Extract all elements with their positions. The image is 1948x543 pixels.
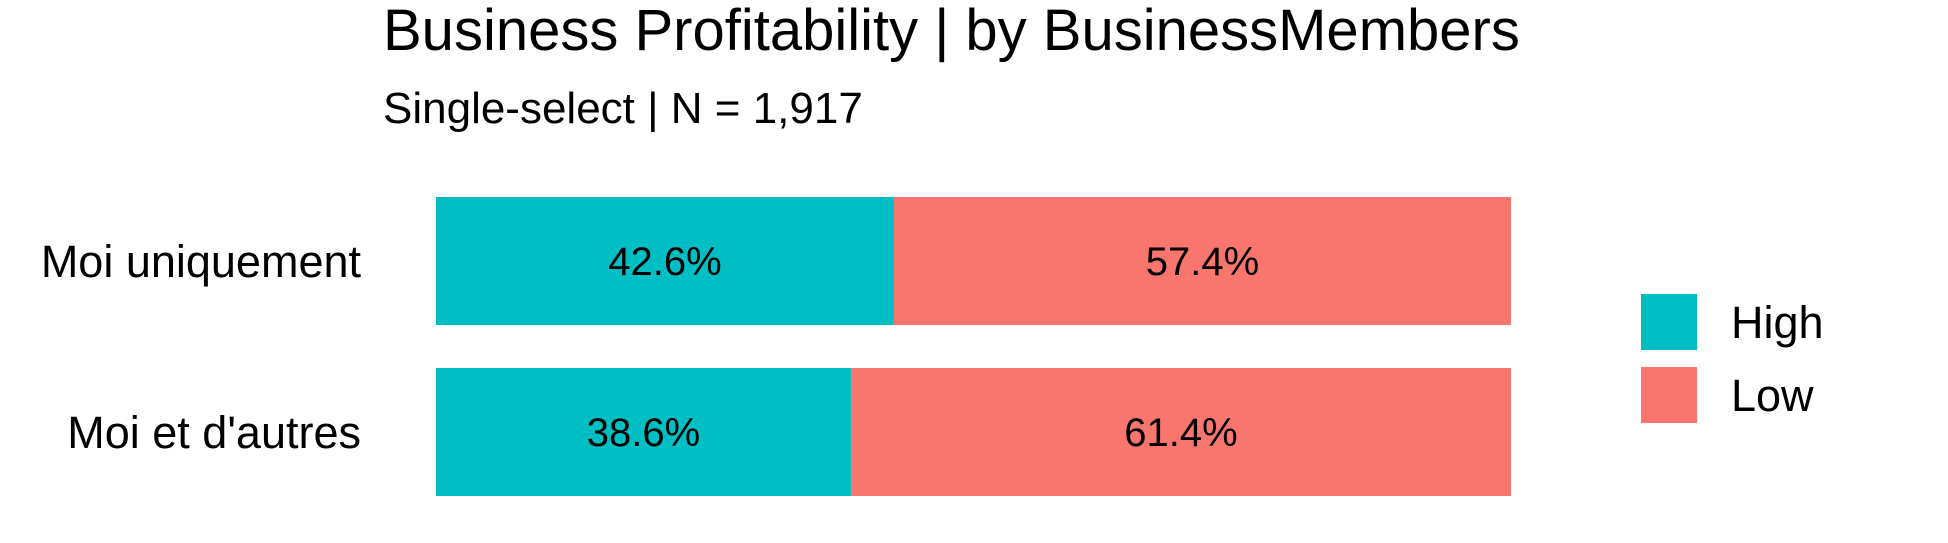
data-label-high-0: 42.6% [608, 240, 721, 284]
category-label: Moi uniquement [41, 236, 362, 287]
legend-label-high: High [1731, 297, 1824, 348]
bar-high-0 [436, 197, 894, 325]
bar-high-1 [436, 368, 851, 496]
data-label-low-0: 57.4% [1146, 240, 1259, 284]
bars-group [436, 197, 1511, 496]
category-labels: Moi uniquement Moi et d'autres [41, 236, 362, 458]
data-label-high-1: 38.6% [587, 411, 700, 455]
legend: High Low [1641, 294, 1824, 423]
legend-swatch-low [1641, 367, 1697, 423]
bar-low-1 [850, 368, 1511, 496]
category-label: Moi et d'autres [67, 407, 361, 458]
chart-subtitle: Single-select | N = 1,917 [383, 84, 863, 133]
legend-label-low: Low [1731, 370, 1814, 421]
chart-title: Business Profitability | by BusinessMemb… [383, 0, 1520, 63]
data-labels: 42.6% 57.4% 38.6% 61.4% [587, 240, 1259, 455]
legend-swatch-high [1641, 294, 1697, 350]
data-label-low-1: 61.4% [1124, 411, 1237, 455]
bar-low-0 [893, 197, 1511, 325]
